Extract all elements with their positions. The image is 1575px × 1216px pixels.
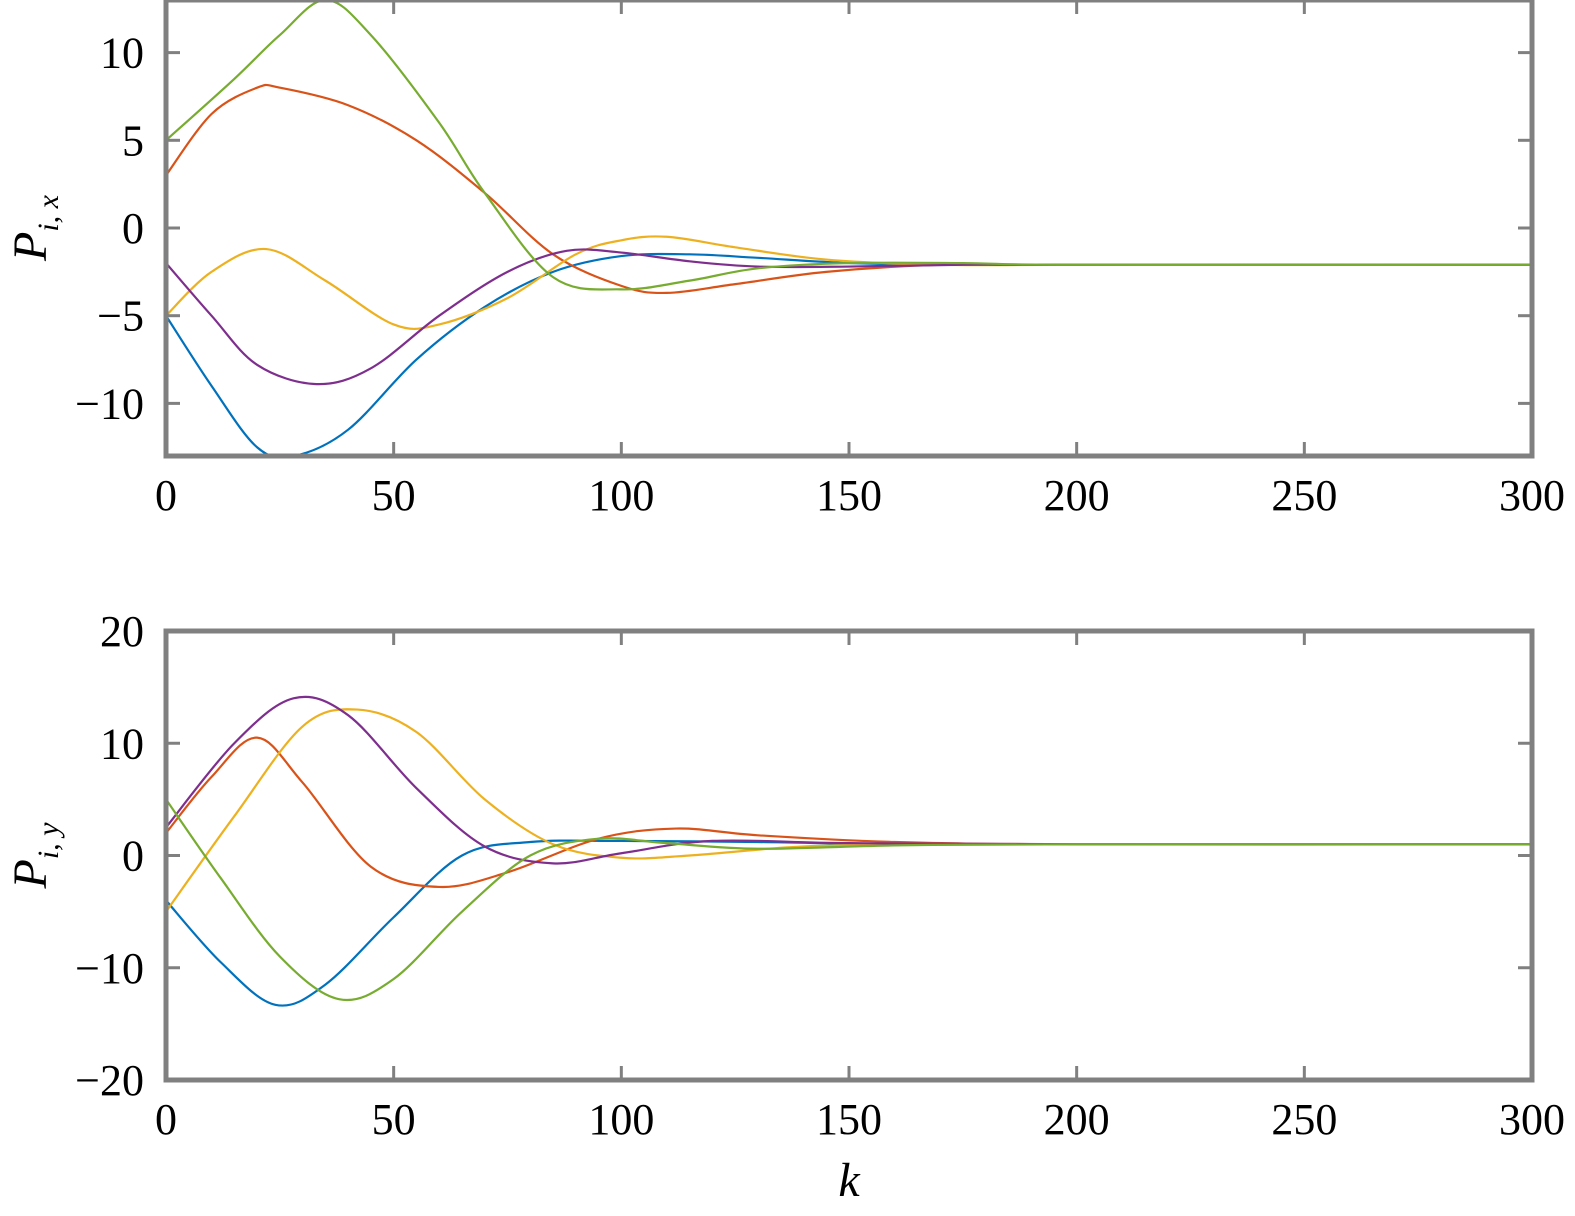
px-x-tick-label: 50 (372, 471, 416, 520)
py-x-tick-label: 0 (155, 1095, 177, 1144)
chart-py-panel: 0 50 100 150 200 250 300 −20 −10 0 10 20 Pi, y k (4, 607, 1565, 1207)
py-x-axis-label: k (838, 1154, 861, 1207)
chart-px-panel: 0 50 100 150 200 250 300 −10 −5 0 5 10 Pi, x (4, 0, 1565, 520)
px-y-tick-label: 5 (122, 116, 144, 165)
px-axes-frame (163, 0, 1535, 459)
py-axes-frame (163, 628, 1535, 1083)
px-y-tick-label: −5 (97, 292, 144, 341)
py-y-tick-label: −10 (75, 944, 144, 993)
px-x-tick-label: 100 (588, 471, 654, 520)
px-y-tick-label: 10 (100, 29, 144, 78)
py-y-tick-label: 20 (100, 607, 144, 656)
px-series-5-line (166, 0, 1532, 291)
py-y-tick-label: −20 (75, 1056, 144, 1105)
py-x-tick-label: 100 (588, 1095, 654, 1144)
px-x-tick-label: 300 (1499, 471, 1565, 520)
py-series-3-line (166, 708, 1532, 913)
px-series-1-line (166, 252, 1532, 456)
py-series-2-line (166, 736, 1532, 889)
py-y-axis-label: Pi, y (4, 822, 65, 890)
px-x-tick-label: 200 (1044, 471, 1110, 520)
py-series-4-line (166, 695, 1532, 865)
px-series-3-line (166, 235, 1532, 330)
px-y-tick-label: −10 (75, 379, 144, 428)
py-x-tick-label: 50 (372, 1095, 416, 1144)
py-series-5-line (166, 798, 1532, 1002)
py-x-tick-label: 200 (1044, 1095, 1110, 1144)
px-tick-layer: 0 50 100 150 200 250 300 −10 −5 0 5 10 (75, 0, 1565, 520)
px-x-tick-label: 150 (816, 471, 882, 520)
py-series-layer (166, 695, 1532, 1007)
py-x-tick-label: 300 (1499, 1095, 1565, 1144)
py-y-tick-label: 10 (100, 719, 144, 768)
px-y-tick-label: 0 (122, 204, 144, 253)
px-y-axis-label: Pi, x (4, 194, 65, 262)
py-y-tick-label: 0 (122, 832, 144, 881)
py-series-1-line (166, 839, 1532, 1007)
py-x-tick-label: 150 (816, 1095, 882, 1144)
px-x-tick-label: 0 (155, 471, 177, 520)
py-tick-layer: 0 50 100 150 200 250 300 −20 −10 0 10 20 (75, 607, 1565, 1144)
px-x-tick-label: 250 (1271, 471, 1337, 520)
py-x-tick-label: 250 (1271, 1095, 1337, 1144)
px-series-layer (166, 0, 1532, 456)
